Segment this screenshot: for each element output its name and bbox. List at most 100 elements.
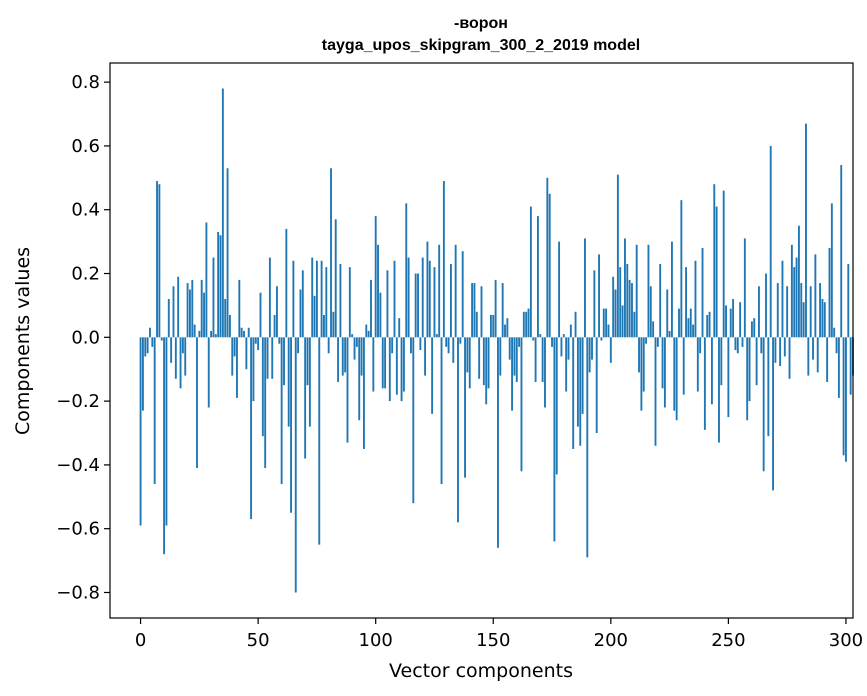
bar-244 <box>713 184 716 338</box>
bar-160 <box>515 337 518 382</box>
bar-14 <box>172 286 175 338</box>
bar-121 <box>424 337 427 376</box>
bar-259 <box>748 337 751 402</box>
bar-156 <box>506 318 509 338</box>
bar-26 <box>200 279 203 338</box>
bar-119 <box>419 337 422 351</box>
bar-181 <box>565 337 568 392</box>
bar-114 <box>407 257 410 338</box>
bar-196 <box>600 337 603 341</box>
bar-300 <box>845 337 847 462</box>
bar-165 <box>527 308 530 338</box>
bar-62 <box>285 228 288 338</box>
bar-229 <box>678 308 680 338</box>
bar-237 <box>696 337 699 392</box>
bar-227 <box>673 337 676 411</box>
bar-205 <box>621 305 624 338</box>
bar-93 <box>358 337 361 421</box>
bar-4 <box>149 327 151 338</box>
bar-254 <box>736 337 739 354</box>
bar-185 <box>574 311 577 338</box>
bar-301 <box>847 263 850 338</box>
bar-47 <box>250 337 253 520</box>
bar-58 <box>276 286 278 338</box>
bar-40 <box>233 337 236 357</box>
bar-168 <box>534 337 537 382</box>
bar-92 <box>355 337 358 347</box>
bar-149 <box>489 314 492 338</box>
bar-163 <box>522 311 525 338</box>
bar-98 <box>370 279 372 338</box>
bar-161 <box>518 337 521 347</box>
x-tick-label: 50 <box>247 630 270 651</box>
bar-25 <box>198 330 201 338</box>
bar-298 <box>840 165 843 338</box>
bar-263 <box>758 286 760 338</box>
bar-172 <box>544 337 546 408</box>
bar-56 <box>271 337 274 379</box>
bar-122 <box>426 241 429 338</box>
bar-8 <box>158 184 161 338</box>
bar-131 <box>447 337 450 354</box>
bar-68 <box>299 289 302 338</box>
bar-31 <box>212 257 215 338</box>
bar-268 <box>769 145 772 338</box>
bar-113 <box>405 203 408 338</box>
bar-5 <box>151 337 154 347</box>
bar-191 <box>588 337 591 373</box>
bar-294 <box>830 203 833 338</box>
bar-275 <box>786 286 789 338</box>
bar-96 <box>365 324 368 338</box>
bar-271 <box>776 283 779 338</box>
bar-266 <box>765 273 767 338</box>
bar-281 <box>800 283 803 338</box>
bar-225 <box>668 330 671 338</box>
bar-141 <box>471 283 474 338</box>
bar-192 <box>591 337 593 360</box>
bar-288 <box>816 337 819 373</box>
bar-295 <box>833 327 836 338</box>
bar-247 <box>720 337 723 386</box>
bar-187 <box>579 337 582 446</box>
bar-111 <box>400 337 403 402</box>
bar-202 <box>614 289 617 338</box>
bar-166 <box>529 206 532 338</box>
x-tick-label: 200 <box>594 630 628 651</box>
bar-87 <box>344 337 347 373</box>
bar-23 <box>193 324 196 338</box>
bar-35 <box>221 88 224 338</box>
bar-248 <box>722 190 725 338</box>
bar-24 <box>196 337 198 469</box>
bar-171 <box>541 337 544 382</box>
bar-222 <box>661 337 664 389</box>
bar-167 <box>532 337 535 341</box>
bar-173 <box>546 177 549 338</box>
bar-147 <box>485 337 488 405</box>
bar-272 <box>779 337 782 367</box>
y-tick-label: 0.0 <box>71 327 100 348</box>
bar-238 <box>699 337 702 354</box>
x-tick-label: 300 <box>829 630 863 651</box>
bar-215 <box>645 337 648 344</box>
bar-155 <box>504 324 506 338</box>
bar-71 <box>306 337 309 386</box>
bar-256 <box>741 337 744 347</box>
bar-48 <box>252 337 255 402</box>
y-axis-label: Components values <box>12 247 34 435</box>
bar-7 <box>156 181 158 338</box>
bar-78 <box>323 314 325 338</box>
bar-164 <box>525 311 528 338</box>
bar-117 <box>414 273 417 338</box>
bar-177 <box>555 337 558 475</box>
bar-107 <box>391 337 394 354</box>
bar-129 <box>442 181 445 338</box>
bar-207 <box>626 263 629 338</box>
bar-42 <box>238 279 241 338</box>
bar-11 <box>165 337 168 526</box>
bar-103 <box>381 337 384 389</box>
bar-81 <box>330 168 332 338</box>
bar-77 <box>320 260 323 338</box>
bar-219 <box>654 337 657 446</box>
bar-50 <box>257 337 260 351</box>
bar-293 <box>828 248 831 338</box>
